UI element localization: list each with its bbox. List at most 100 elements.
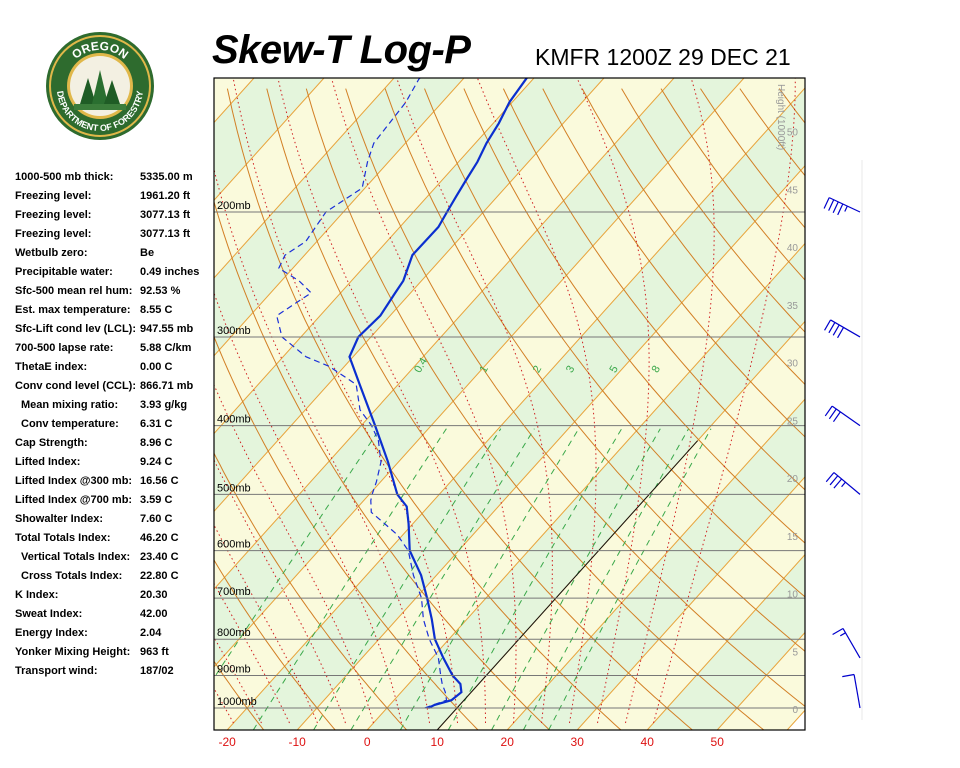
height-tick-label: 35 — [787, 301, 799, 312]
wind-barb-shaft — [830, 319, 861, 338]
index-value: 42.00 — [140, 608, 168, 620]
index-label: Sfc-Lift cond lev (LCL): — [15, 323, 136, 335]
index-value: 187/02 — [140, 665, 174, 677]
moist-adiabat-line — [277, 78, 486, 723]
index-label: Vertical Totals Index: — [21, 551, 131, 563]
index-label: Freezing level: — [15, 190, 92, 202]
height-tick-label: 0 — [792, 705, 798, 716]
index-value: 3077.13 ft — [140, 209, 191, 221]
mixing-ratio-line — [491, 428, 661, 730]
index-value: 20.30 — [140, 589, 168, 601]
dry-adiabat-line — [214, 660, 265, 730]
index-row: Vertical Totals Index: 23.40 C — [15, 548, 215, 567]
index-label: Transport wind: — [15, 665, 98, 677]
index-value: 0.00 C — [140, 361, 173, 373]
dry-adiabat-line — [581, 88, 805, 386]
index-row: Conv cond level (CCL): 866.71 mb — [15, 377, 215, 396]
height-axis-title: Height (1000ft) — [775, 84, 786, 150]
wind-barb-flag — [833, 478, 843, 489]
pressure-label: 300mb — [217, 325, 251, 337]
isotherm-line — [0, 78, 44, 730]
wind-barb-flag — [825, 472, 835, 483]
index-row: Sfc-500 mean rel hum: 92.53 % — [15, 282, 215, 301]
svg-text:OREGON: OREGON — [69, 39, 131, 62]
index-row: Yonker Mixing Height: 963 ft — [15, 643, 215, 662]
wind-barb-shaft — [853, 674, 861, 709]
moist-adiabat-line — [214, 167, 430, 724]
station-datetime: KMFR 1200Z 29 DEC 21 — [535, 44, 791, 70]
pressure-label: 600mb — [217, 539, 251, 551]
index-row: 700-500 lapse rate: 5.88 C/km — [15, 339, 215, 358]
wind-barb-flag — [828, 199, 835, 211]
isotherm-line — [214, 78, 605, 513]
mixing-ratio-line — [252, 428, 447, 730]
isotherm-line — [786, 709, 805, 730]
mixing-ratio-line — [313, 428, 502, 730]
dry-adiabat-line — [463, 88, 805, 544]
dry-adiabat-line — [0, 89, 121, 730]
pressure-label: 400mb — [217, 414, 251, 426]
index-value: 5.88 C/km — [140, 342, 192, 354]
wind-barb-flag — [824, 319, 832, 331]
index-label: 700-500 lapse rate: — [15, 342, 114, 354]
wind-barb — [823, 197, 861, 216]
index-value: 5335.00 m — [140, 171, 193, 183]
index-row: Lifted Index @700 mb: 3.59 C — [15, 491, 215, 510]
pressure-label: 900mb — [217, 664, 251, 676]
index-label: K Index: — [15, 589, 59, 601]
logo-tree-icon — [92, 70, 108, 104]
index-label: Sweat Index: — [15, 608, 83, 620]
index-label: Total Totals Index: — [15, 532, 111, 544]
parcel-line — [436, 440, 698, 730]
wind-barb — [825, 472, 861, 495]
moist-adiabat-line — [576, 78, 650, 724]
x-tick-label: 50 — [711, 735, 725, 749]
isotherm-line — [296, 165, 805, 730]
index-value: 947.55 mb — [140, 323, 194, 335]
logo-tree-icon — [80, 78, 96, 104]
temperature-band — [0, 78, 184, 730]
x-tick-label: 10 — [431, 735, 445, 749]
dry-adiabat-line — [384, 88, 805, 652]
height-tick-label: 40 — [787, 243, 799, 254]
x-tick-label: -10 — [289, 735, 307, 749]
index-value: 22.80 C — [140, 570, 179, 582]
height-tick-label: 50 — [787, 128, 799, 139]
index-label: ThetaE index: — [15, 361, 88, 373]
temperature-band — [214, 78, 805, 730]
mixing-ratio-line — [522, 428, 690, 730]
isotherm-line — [0, 78, 114, 730]
moist-adiabat-line — [330, 78, 517, 724]
logo-top-text: OREGON — [69, 39, 131, 62]
temperature-profile-line — [348, 78, 529, 709]
dry-adiabat-line — [502, 88, 805, 491]
dry-adiabat-line — [214, 200, 550, 730]
index-label: Conv temperature: — [21, 418, 119, 430]
index-row: Est. max temperature: 8.55 C — [15, 301, 215, 320]
dry-adiabat-line — [214, 452, 407, 730]
plot-frame — [213, 77, 806, 731]
logo-ground — [74, 104, 126, 110]
index-label: Cross Totals Index: — [21, 570, 123, 582]
height-tick-label: 5 — [792, 647, 798, 658]
index-row: 1000-500 mb thick: 5335.00 m — [15, 168, 215, 187]
index-label: Sfc-500 mean rel hum: — [15, 285, 133, 297]
logo-tree-icon — [104, 80, 120, 104]
wind-barb-flag — [842, 673, 855, 678]
index-row: K Index: 20.30 — [15, 586, 215, 605]
wind-barb-flag — [832, 201, 839, 213]
index-value: 6.31 C — [140, 418, 173, 430]
index-value: 92.53 % — [140, 285, 181, 297]
pressure-label: 800mb — [217, 627, 251, 639]
dry-adiabat-line — [819, 89, 960, 730]
index-value: 7.60 C — [140, 513, 173, 525]
moist-adiabat-line — [214, 687, 234, 724]
index-label: Est. max temperature: — [15, 304, 131, 316]
index-label: Lifted Index @700 mb: — [15, 494, 133, 506]
pressure-label: 700mb — [217, 586, 251, 598]
isotherm-line — [506, 398, 805, 730]
index-row: Cap Strength: 8.96 C — [15, 434, 215, 453]
oregon-forestry-logo: OREGON DEPARTMENT OF FORESTRY — [46, 32, 154, 140]
index-row: Freezing level: 1961.20 ft — [15, 187, 215, 206]
